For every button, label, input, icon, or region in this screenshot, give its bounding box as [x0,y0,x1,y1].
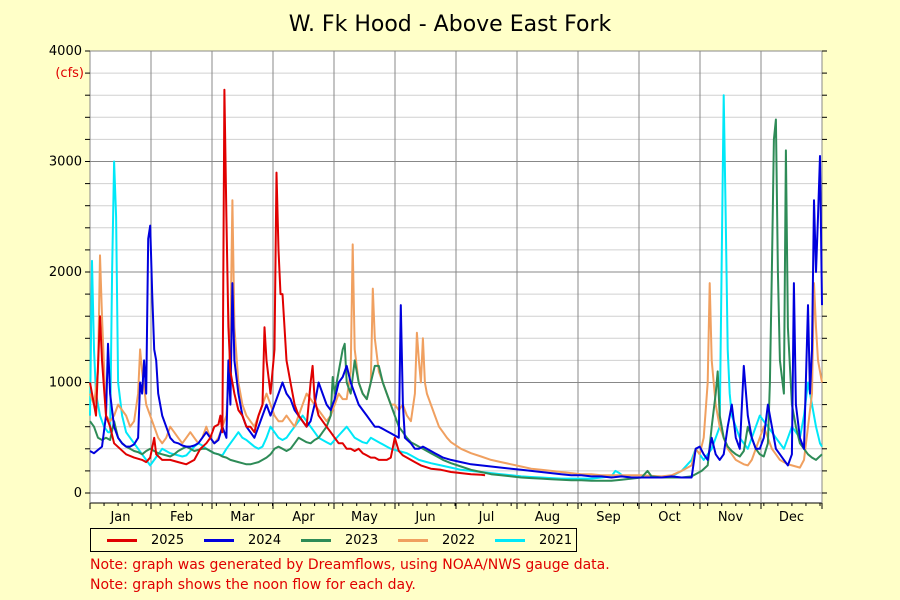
x-tick-label: Dec [779,510,804,525]
legend-swatch [301,538,331,542]
y-tick-label: 3000 [49,155,82,170]
x-tick-label: May [351,510,378,525]
chart-title: W. Fk Hood - Above East Fork [288,12,612,37]
x-tick-label: Jun [414,510,435,525]
x-tick-label: Jul [478,510,495,525]
series-line-2025 [89,88,486,477]
y-axis-unit: (cfs) [55,66,84,81]
series-line-2021 [89,94,823,480]
legend-label: 2022 [442,532,476,548]
x-tick-label: Sep [596,510,621,525]
legend-item-2024: 2024 [188,533,285,548]
x-tick-label: Mar [230,510,255,525]
legend-item-2023: 2023 [285,533,382,548]
flow-chart: 0 1000 2000 3000 4000 Jan Feb Mar Apr May Jun Jul A… [49,44,827,525]
y-tick-label: 2000 [49,265,82,280]
x-tick-label: Nov [718,510,744,525]
x-tick-label: Apr [292,510,315,525]
legend-item-2025: 2025 [91,533,188,548]
legend-swatch [107,538,137,542]
note-source: Note: graph was generated by Dreamflows,… [90,557,610,573]
x-tick-label: Feb [170,510,193,525]
x-tick-labels: Jan Feb Mar Apr May Jun Jul Aug Sep Oct Nov Dec [109,510,804,525]
legend: 2025 2024 2023 2022 2021 [90,528,577,552]
y-tick-label: 4000 [49,44,82,59]
x-tick-label: Jan [109,510,130,525]
series-line-2024 [89,155,823,479]
y-tick-label: 1000 [49,376,82,391]
legend-label: 2024 [248,532,282,548]
grid-lines [89,50,823,503]
legend-swatch [204,538,234,542]
legend-item-2022: 2022 [382,533,479,548]
y-tick-label: 0 [74,486,82,501]
legend-label: 2025 [151,532,185,548]
series-lines [89,88,823,482]
x-tick-label: Aug [535,510,560,525]
x-tick-label: Oct [658,510,680,525]
y-tick-labels: 0 1000 2000 3000 4000 [49,44,82,501]
legend-label: 2021 [539,532,573,548]
axis-ticks [85,50,827,509]
legend-item-2021: 2021 [479,533,576,548]
legend-label: 2023 [345,532,379,548]
legend-swatch [398,538,428,542]
series-line-2023 [89,118,823,482]
note-noon-flow: Note: graph shows the noon flow for each… [90,577,416,593]
legend-swatch [495,538,525,542]
